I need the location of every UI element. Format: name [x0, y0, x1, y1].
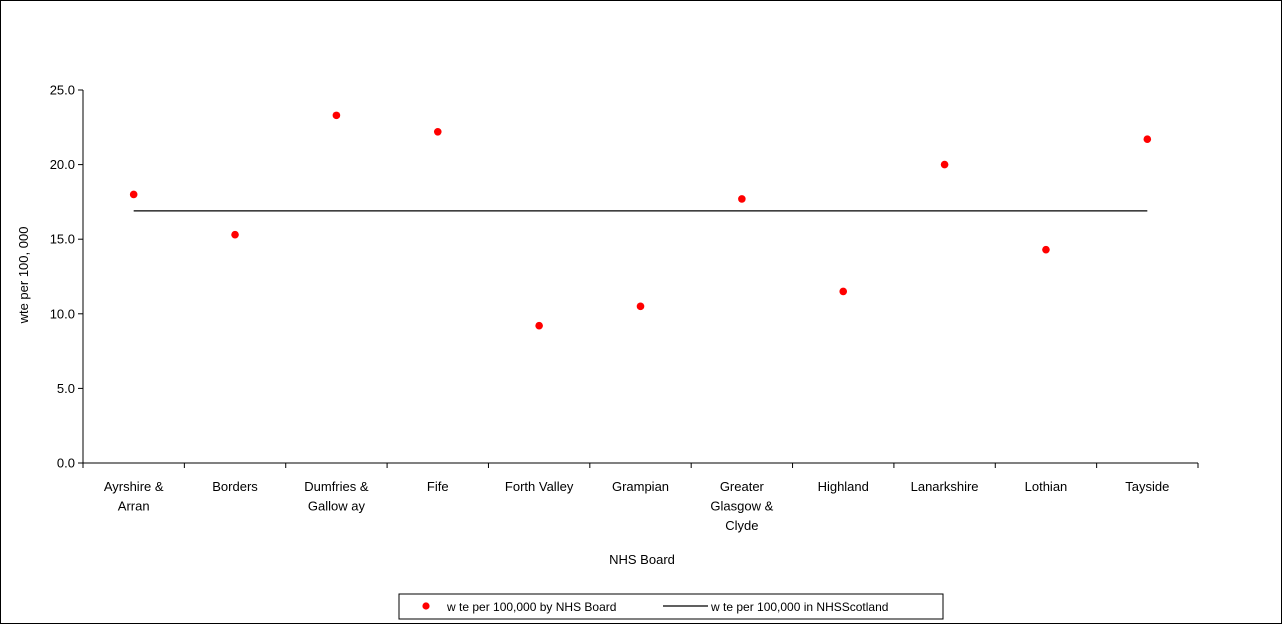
y-axis: 0.0 5.0 10.0 15.0 20.0 25.0	[50, 83, 84, 471]
y-tick-label: 20.0	[50, 157, 75, 172]
x-tick-label: Tayside	[1125, 479, 1169, 494]
data-point	[332, 111, 341, 120]
x-tick-label: Grampian	[612, 479, 669, 494]
x-axis-title: NHS Board	[609, 552, 675, 567]
legend-marker-scatter	[422, 602, 430, 610]
data-point	[433, 127, 442, 136]
y-tick-label: 10.0	[50, 306, 75, 321]
x-tick-label: Borders	[212, 479, 258, 494]
x-tick-label: Lanarkshire	[911, 479, 979, 494]
data-point	[231, 230, 239, 239]
x-tick-label: Forth Valley	[505, 479, 574, 494]
data-point	[940, 160, 949, 169]
legend: w te per 100,000 by NHS Board w te per 1…	[398, 593, 944, 620]
series-points-layer	[129, 111, 1152, 330]
x-tick-label: Greater Glasgow & Clyde	[710, 479, 773, 533]
legend-label-line: w te per 100,000 in NHSScotland	[710, 600, 888, 614]
x-axis: Ayrshire & Arran Borders Dumfries & Gallow a…	[82, 462, 1199, 533]
y-tick-label: 0.0	[57, 456, 75, 471]
data-point	[1042, 245, 1050, 254]
data-point	[129, 190, 138, 199]
y-axis-title: wte per 100, 000	[16, 227, 31, 325]
x-tick-label: Dumfries & Gallow ay	[304, 479, 369, 514]
legend-box	[398, 593, 944, 620]
y-tick-label: 25.0	[50, 83, 75, 98]
x-tick-label: Fife	[427, 479, 449, 494]
legend-label-scatter: w te per 100,000 by NHS Board	[446, 600, 616, 614]
y-tick-label: 5.0	[57, 381, 75, 396]
data-point	[1143, 135, 1152, 144]
y-tick-label: 15.0	[50, 232, 75, 247]
x-tick-label: Lothian	[1025, 479, 1068, 494]
x-tick-label: Highland	[818, 479, 869, 494]
x-tick-label: Ayrshire & Arran	[104, 479, 164, 514]
data-point	[839, 287, 848, 296]
data-point	[636, 302, 645, 311]
data-point	[535, 321, 543, 330]
data-point	[738, 195, 746, 203]
